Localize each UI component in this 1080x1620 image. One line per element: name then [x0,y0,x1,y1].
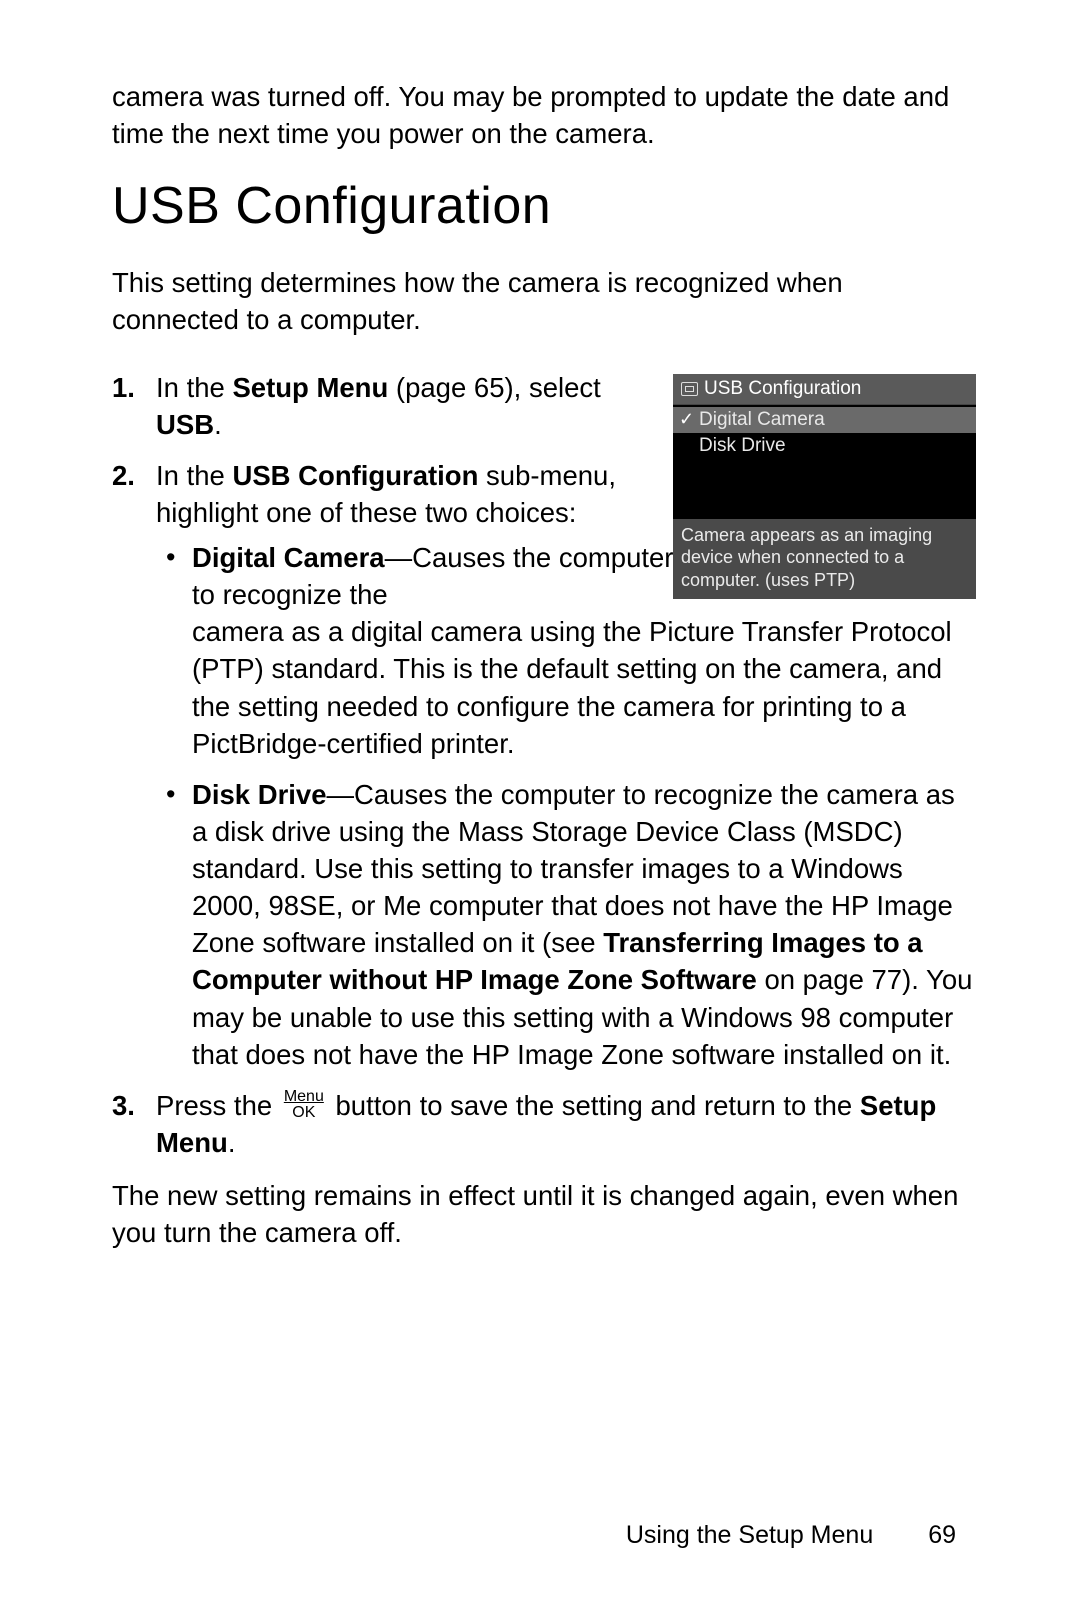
step-3-text-c: . [228,1127,236,1158]
step-1-bold-setup-menu: Setup Menu [232,372,388,403]
menu-ok-button-icon: MenuOK [284,1089,324,1121]
step-3-text-b: button to save the setting and return to… [328,1090,860,1121]
step-1-text-a: In the [156,372,232,403]
step-3-text-a: Press the [156,1090,280,1121]
footer-chapter: Using the Setup Menu [626,1521,873,1549]
menu-ok-top: Menu [284,1089,324,1105]
step-1-bold-usb: USB [156,409,214,440]
step-3: Press the MenuOK button to save the sett… [112,1087,976,1161]
bullet-disk-drive: Disk Drive—Causes the computer to recogn… [156,776,976,1073]
closing-paragraph: The new setting remains in effect until … [112,1177,976,1251]
numbered-steps: In the Setup Menu (page 65), select USB.… [112,369,976,1162]
section-heading: USB Configuration [112,176,976,236]
step-2: In the USB Configuration sub-menu, highl… [112,457,976,1073]
menu-ok-bottom: OK [284,1105,324,1121]
intro-paragraph: camera was turned off. You may be prompt… [112,78,976,152]
step-1: In the Setup Menu (page 65), select USB. [112,369,976,443]
footer-page-number: 69 [928,1521,956,1549]
step-2-bold-usb-config: USB Configuration [232,460,478,491]
description-paragraph: This setting determines how the camera i… [112,264,976,338]
bullet-digital-camera: Digital Camera—Causes the computer to re… [156,539,976,762]
bullet-a-bold: Digital Camera [192,542,385,573]
page-content: camera was turned off. You may be prompt… [0,0,1080,1311]
step-1-text-c: . [214,409,222,440]
bullet-b-bold1: Disk Drive [192,779,327,810]
bullet-list: Digital Camera—Causes the computer to re… [156,539,976,1073]
steps-container: USB Configuration Digital Camera Disk Dr… [112,369,976,1162]
page-footer: Using the Setup Menu 69 [626,1521,956,1550]
step-1-text-b: (page 65), select [388,372,600,403]
bullet-a-rest: camera as a digital camera using the Pic… [192,616,952,758]
step-2-text-a: In the [156,460,232,491]
